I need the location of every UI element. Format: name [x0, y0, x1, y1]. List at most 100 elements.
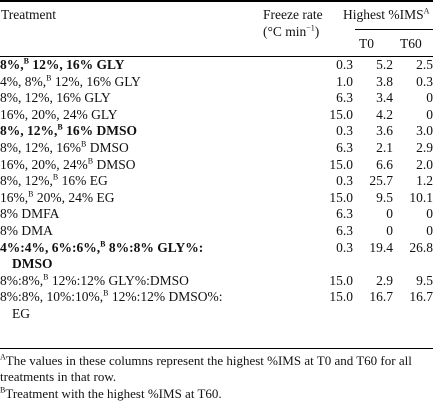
header-highest-ims: Highest %IMSA — [343, 7, 429, 22]
t60-cell: 2.5 — [416, 57, 433, 72]
header-t0: T0 — [359, 36, 374, 51]
table-row: 8% DMA 6.3 0 0 — [0, 223, 433, 240]
treatment-text: 8%, 12%, 16% GLY — [0, 90, 111, 106]
treatment-text: 8%:8%, 10%:10%, — [0, 289, 104, 305]
footnote-b-text: Treatment with the highest %IMS at T60. — [5, 386, 222, 401]
footnote-mark: B — [100, 239, 106, 249]
t60-cell: 0 — [426, 206, 433, 222]
t0-cell: 3.8 — [376, 73, 393, 89]
t60-cell: 2.0 — [416, 156, 433, 172]
treatment-cell: EG — [0, 306, 293, 323]
bottom-rule — [0, 348, 433, 349]
t60-cell: 0 — [426, 222, 433, 238]
treatment-text: 16%, 20%, 24% GLY — [0, 106, 118, 122]
footnote-mark: B — [23, 56, 29, 66]
treatment-text: DMSO — [86, 139, 129, 155]
treatment-text: 16% DMSO — [62, 123, 137, 139]
treatment-text: 16% EG — [58, 173, 108, 189]
footnote-mark: B — [52, 172, 59, 182]
treatment-text: 4%, 8%, — [0, 73, 47, 89]
header-freeze-rate-line1: Freeze rate — [263, 7, 323, 22]
table-row: 8%, 12%, 16%B DMSO 6.3 2.1 2.9 — [0, 140, 433, 157]
t60-cell: 10.1 — [409, 189, 433, 205]
t0-cell: 19.4 — [369, 239, 393, 255]
table-row: 8% DMFA 6.3 0 0 — [0, 206, 433, 223]
footnote-mark: B — [87, 156, 94, 166]
footnote-mark: B — [46, 73, 52, 83]
treatment-text: 8% DMA — [0, 222, 53, 238]
table-row: 16%, 20%, 24%B DMSO 15.0 6.6 2.0 — [0, 157, 433, 174]
t0-cell: 4.2 — [376, 106, 393, 122]
treatment-cell: DMSO — [0, 256, 293, 273]
t0-cell — [353, 256, 393, 273]
treatment-text: 8%, 12%, — [0, 123, 58, 139]
t0-cell: 5.2 — [376, 57, 393, 72]
treatment-cell: 8%, 12%, 16%B DMSO — [0, 140, 293, 157]
t0-cell: 16.7 — [369, 289, 393, 305]
treatment-text: 8%, 12%, — [0, 173, 53, 189]
header-rule — [0, 56, 433, 57]
treatment-cell: 16%, 20%, 24%B DMSO — [0, 157, 293, 174]
t0-cell: 0 — [386, 206, 393, 222]
t60-cell: 0 — [426, 106, 433, 122]
table-row: 8%,B 12%, 16% GLY 0.3 5.2 2.5 — [0, 57, 433, 74]
treatment-text: 8%:8%, — [0, 272, 44, 288]
table-row: 16%,B 20%, 24% EG 15.0 9.5 10.1 — [0, 190, 433, 207]
header-freeze-rate-line2: (°C min−1) — [263, 24, 319, 39]
treatment-cell: 16%,B 20%, 24% EG — [0, 190, 293, 207]
t60-cell: 3.0 — [416, 123, 433, 139]
freeze-rate-cell: 15.0 — [329, 289, 353, 305]
table-row: 8%, 12%, 16% GLY 6.3 3.4 0 — [0, 90, 433, 107]
treatment-text: 16%, — [0, 189, 29, 205]
treatment-text: 8% DMFA — [0, 206, 60, 222]
treatment-text: 16%, 20%, 24% — [0, 156, 88, 172]
freeze-rate-cell: 15.0 — [329, 156, 353, 172]
t60-cell: 1.2 — [416, 173, 433, 189]
highest-ims-footnote-mark: A — [423, 6, 430, 16]
table-row: DMSO — [0, 256, 433, 273]
header-subrule — [355, 29, 433, 30]
t0-cell: 2.9 — [376, 272, 393, 288]
freeze-rate-exponent: −1 — [306, 23, 315, 33]
footnote-mark: B — [81, 139, 87, 149]
table-row: 8%:8%, 10%:10%,B 12%:12% DMSO%: 15.0 16.7 1… — [0, 289, 433, 306]
treatment-text: 8%:8% GLY%: — [105, 239, 204, 255]
treatment-text: DMSO — [12, 256, 53, 272]
treatment-cell: 4%:4%, 6%:6%,B 8%:8% GLY%: — [0, 240, 293, 257]
freeze-rate-cell: 15.0 — [329, 106, 353, 122]
t60-cell: 26.8 — [409, 239, 433, 255]
freeze-rate-cell — [293, 256, 353, 273]
t60-cell — [393, 306, 433, 323]
treatment-text: 8%, — [0, 57, 24, 72]
treatment-cell: 8% DMFA — [0, 206, 293, 223]
treatment-text: 20%, 24% EG — [33, 189, 115, 205]
t60-cell: 0.3 — [416, 73, 433, 89]
table-row: 8%, 12%,B 16% DMSO 0.3 3.6 3.0 — [0, 123, 433, 140]
footnote-b: BTreatment with the highest %IMS at T60. — [0, 386, 433, 402]
data-table: 8%,B 12%, 16% GLY 0.3 5.2 2.5 4%, 8%,B 12%, … — [0, 57, 433, 323]
t0-cell: 2.1 — [376, 139, 393, 155]
freeze-rate-cell: 1.0 — [336, 73, 353, 89]
t0-cell: 3.4 — [376, 90, 393, 106]
t0-cell: 25.7 — [369, 173, 393, 189]
footnote-mark: B — [57, 122, 63, 132]
treatment-text: 12%, 16% GLY — [28, 57, 125, 72]
treatment-text: 12%, 16% GLY — [51, 73, 141, 89]
treatment-text: DMSO — [93, 156, 136, 172]
treatment-cell: 8%:8%,B 12%:12% GLY%:DMSO — [0, 273, 293, 290]
t60-cell: 0 — [426, 90, 433, 106]
freeze-rate-cell: 15.0 — [329, 189, 353, 205]
freeze-rate-cell: 15.0 — [329, 272, 353, 288]
t0-cell: 3.6 — [376, 123, 393, 139]
header-treatment: Treatment — [1, 7, 56, 22]
treatment-cell: 8%:8%, 10%:10%,B 12%:12% DMSO%: — [0, 289, 293, 306]
treatment-text: 12%:12% DMSO%: — [108, 289, 223, 305]
table-row: 8%:8%,B 12%:12% GLY%:DMSO 15.0 2.9 9.5 — [0, 273, 433, 290]
treatment-cell: 4%, 8%,B 12%, 16% GLY — [0, 74, 293, 91]
table-row: 16%, 20%, 24% GLY 15.0 4.2 0 — [0, 107, 433, 124]
t0-cell: 9.5 — [376, 189, 393, 205]
header-t60: T60 — [400, 36, 422, 51]
treatment-text: EG — [12, 305, 30, 321]
footnote-a-text: The values in these columns represent th… — [0, 353, 412, 384]
